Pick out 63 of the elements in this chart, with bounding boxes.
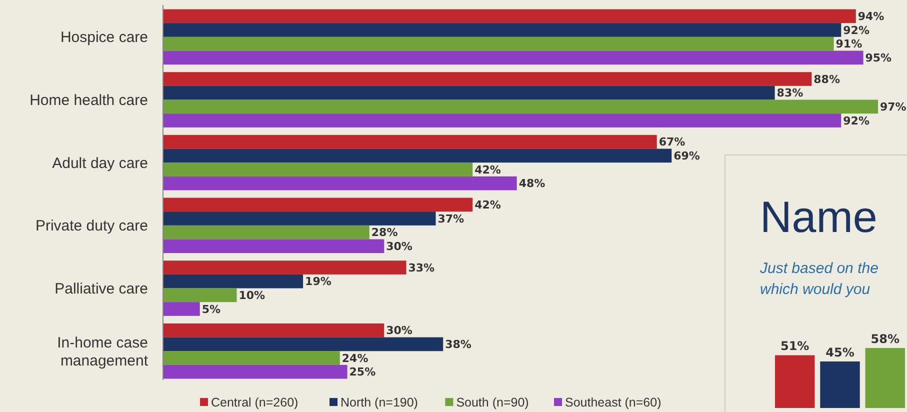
y-tick-label: Private duty care	[35, 218, 148, 235]
data-label: 19%	[305, 275, 332, 288]
bar	[163, 225, 370, 240]
bar	[163, 337, 444, 352]
legend-label: South (n=90)	[456, 395, 529, 410]
data-label: 5%	[202, 302, 221, 316]
bar	[163, 239, 384, 254]
y-tick-label: Palliative care	[54, 280, 148, 298]
y-tick-label: Adult day care	[52, 154, 148, 172]
bar	[163, 364, 348, 379]
data-label: 83%	[776, 86, 804, 100]
bar	[163, 114, 842, 128]
data-label: 30%	[386, 240, 412, 254]
bar	[163, 323, 384, 338]
data-label: 94%	[858, 10, 884, 24]
data-label: 42%	[474, 198, 501, 212]
data-label: 24%	[342, 352, 368, 365]
bar	[163, 86, 775, 100]
data-label: 51%	[780, 339, 810, 354]
data-label: 97%	[880, 100, 906, 114]
bar	[163, 100, 878, 114]
data-label: 92%	[843, 114, 870, 128]
chart-subtitle: Just based on the which would you	[759, 260, 878, 298]
bar	[163, 36, 834, 51]
bar	[163, 212, 436, 226]
data-label: 67%	[658, 136, 686, 149]
legend-label: North (n=190)	[340, 395, 418, 410]
data-label: 69%	[674, 150, 700, 163]
data-label: 92%	[843, 24, 870, 37]
bar	[163, 23, 842, 37]
chart-title: Name	[760, 193, 878, 242]
bar	[163, 260, 406, 274]
data-label: 91%	[836, 38, 862, 51]
bar	[163, 274, 304, 288]
data-label: 28%	[371, 226, 398, 240]
y-tick-label: Home health care	[30, 92, 148, 109]
bar	[163, 351, 340, 365]
bar	[163, 72, 812, 86]
data-label: 95%	[865, 51, 892, 64]
data-label: 33%	[408, 261, 435, 274]
bar	[163, 50, 864, 65]
data-label: 58%	[870, 332, 900, 346]
data-label: 38%	[445, 338, 472, 352]
bar	[163, 148, 672, 163]
data-label: 88%	[814, 72, 840, 86]
bar	[163, 9, 856, 24]
legend-label: Southeast (n=60)	[565, 395, 662, 410]
data-label: 42%	[474, 163, 501, 176]
legend-label: Central (n=260)	[211, 395, 298, 410]
bar	[163, 134, 657, 149]
data-label: 25%	[349, 366, 376, 379]
bar	[163, 198, 473, 212]
data-label: 45%	[826, 345, 854, 360]
bar	[163, 176, 517, 190]
bar	[163, 288, 237, 302]
bar	[163, 162, 473, 176]
bar	[163, 302, 200, 316]
y-tick-label: In-home case management	[57, 334, 149, 370]
data-label: 30%	[386, 324, 412, 338]
data-label: 37%	[438, 212, 464, 226]
y-tick-label: Hospice care	[60, 29, 148, 46]
data-label: 10%	[238, 289, 266, 302]
data-label: 48%	[518, 177, 546, 190]
